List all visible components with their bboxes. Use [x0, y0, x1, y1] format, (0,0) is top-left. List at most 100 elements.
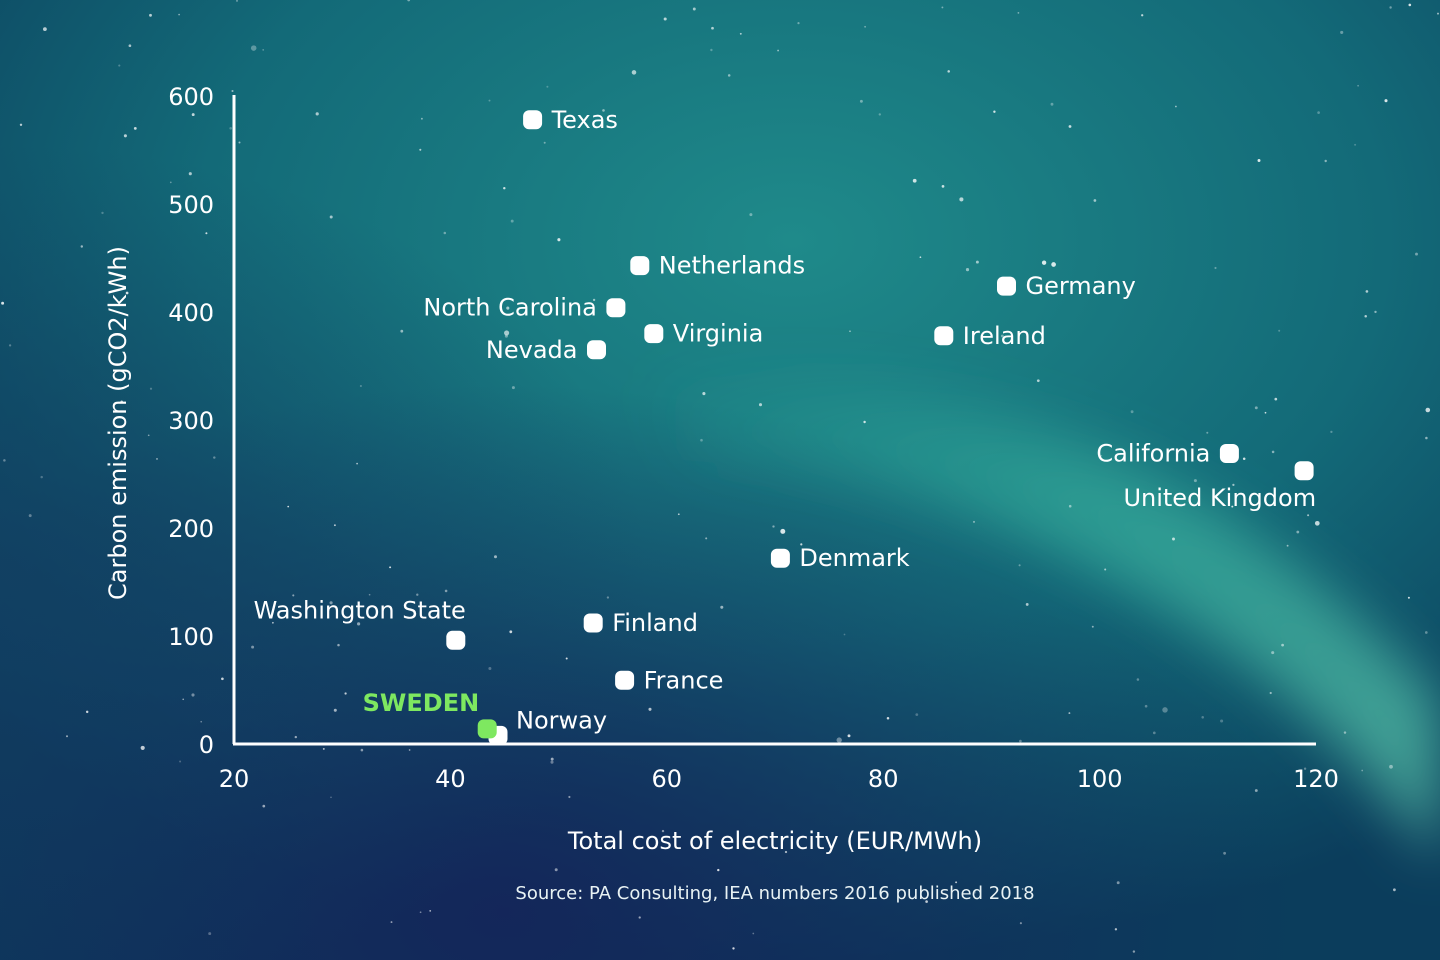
star: [488, 99, 491, 102]
data-point-marker: [615, 670, 635, 690]
star: [1144, 704, 1148, 708]
star: [732, 947, 735, 950]
x-tick-label: 120: [1293, 765, 1339, 793]
star: [169, 181, 172, 184]
axes: [232, 95, 1316, 746]
point-label: North Carolina: [423, 294, 597, 322]
star: [1274, 397, 1278, 401]
star: [1232, 483, 1235, 487]
star: [231, 89, 234, 93]
star: [213, 456, 216, 459]
point-virginia: Virginia: [644, 320, 763, 348]
star: [360, 748, 364, 752]
star: [178, 13, 180, 16]
star: [717, 868, 720, 872]
star: [973, 520, 975, 523]
star: [606, 596, 610, 599]
star: [80, 245, 84, 248]
star: [739, 32, 742, 35]
star: [322, 747, 325, 750]
y-tick-label: 0: [199, 731, 214, 759]
star: [1114, 928, 1118, 931]
y-tick-label: 200: [168, 515, 214, 543]
star: [205, 232, 208, 235]
star: [702, 392, 706, 396]
star: [772, 525, 775, 528]
star: [1407, 596, 1410, 599]
x-ticks: 20 40 60 80 100 120: [219, 765, 1339, 793]
star: [843, 633, 846, 636]
point-label: Netherlands: [659, 252, 805, 280]
star: [28, 514, 32, 518]
star: [749, 213, 753, 217]
star: [294, 735, 297, 739]
star: [140, 745, 145, 750]
star: [955, 881, 958, 884]
star: [506, 306, 510, 310]
point-united-kingdom: United Kingdom: [1123, 461, 1316, 512]
star: [631, 70, 637, 75]
star: [562, 719, 565, 722]
star: [416, 593, 419, 596]
star: [182, 698, 185, 701]
data-point-marker: [1294, 461, 1314, 481]
star: [947, 70, 950, 73]
star: [777, 49, 780, 52]
star: [420, 117, 423, 120]
star: [1389, 6, 1392, 9]
star: [1242, 457, 1246, 460]
star: [1018, 564, 1021, 567]
star: [710, 48, 713, 52]
data-point-marker: [606, 298, 626, 318]
star: [504, 330, 510, 336]
star: [550, 760, 554, 764]
star: [251, 645, 255, 649]
star: [784, 850, 788, 854]
star: [543, 141, 546, 144]
star: [638, 916, 641, 919]
star: [1286, 544, 1289, 547]
star: [886, 717, 890, 720]
point-north-carolina: North Carolina: [423, 294, 626, 322]
star: [1019, 922, 1022, 925]
data-points: Texas Netherlands North Carolina Virginia Ne…: [254, 106, 1316, 745]
star: [1365, 290, 1369, 293]
star: [1206, 431, 1209, 434]
star: [1220, 719, 1224, 723]
star: [101, 211, 104, 215]
star: [1091, 625, 1094, 628]
star: [356, 462, 358, 465]
star: [1050, 102, 1054, 106]
star: [1068, 504, 1072, 508]
star: [40, 475, 43, 479]
star: [43, 27, 47, 31]
point-label: Germany: [1026, 272, 1136, 300]
star: [1357, 84, 1359, 87]
x-tick-label: 100: [1077, 765, 1123, 793]
star: [1314, 520, 1320, 526]
data-point-marker: [583, 613, 603, 633]
star: [368, 593, 371, 596]
star: [1254, 789, 1258, 792]
star: [975, 260, 979, 264]
star: [238, 141, 241, 144]
star: [208, 932, 212, 936]
star: [1201, 716, 1204, 719]
star: [133, 126, 137, 130]
data-point-marker: [770, 548, 790, 568]
star: [188, 172, 192, 176]
star: [389, 566, 392, 569]
star: [149, 13, 152, 17]
data-point-marker: [1219, 444, 1239, 463]
star: [120, 400, 123, 404]
star: [1424, 631, 1428, 634]
star: [677, 513, 680, 516]
star: [941, 185, 945, 188]
point-label: Nevada: [486, 336, 578, 364]
star: [847, 734, 851, 738]
star: [705, 537, 708, 540]
star: [663, 17, 667, 21]
